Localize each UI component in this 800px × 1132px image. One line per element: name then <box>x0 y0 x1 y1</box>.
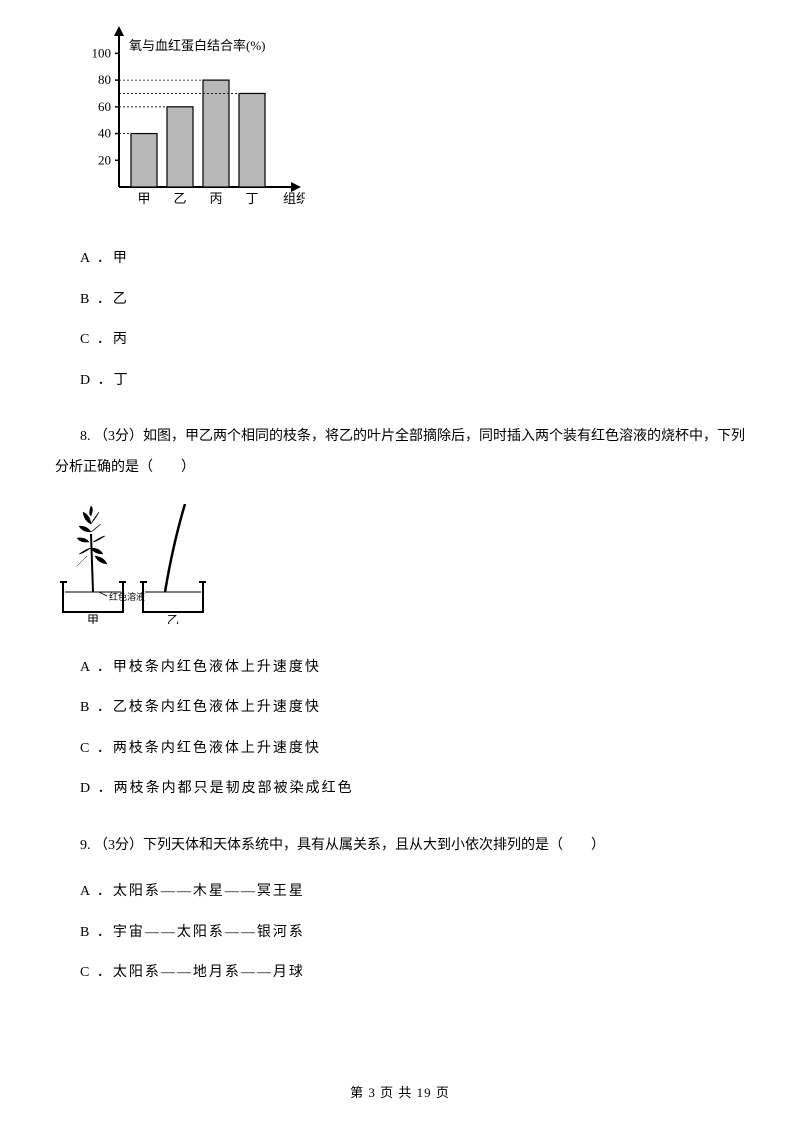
svg-text:氧与血红蛋白结合率(%): 氧与血红蛋白结合率(%) <box>129 38 266 53</box>
svg-text:60: 60 <box>98 99 111 114</box>
page-footer: 第 3 页 共 19 页 <box>0 1083 800 1104</box>
q9-option-b: B ．宇宙——太阳系——银河系 <box>80 922 745 944</box>
q8-text: 8. （3分）如图，甲乙两个相同的枝条，将乙的叶片全部摘除后，同时插入两个装有红… <box>55 422 745 484</box>
q7-option-d: D ．丁 <box>80 370 745 392</box>
q9-text: 9. （3分）下列天体和天体系统中，具有从属关系，且从大到小依次排列的是（ ） <box>80 831 745 862</box>
footer-mid: 页 共 <box>376 1085 417 1100</box>
svg-text:组织: 组织 <box>283 191 305 206</box>
q7-option-a: A ．甲 <box>80 248 745 270</box>
q8-figure: 甲 乙 红色溶液 <box>55 504 745 632</box>
bar-chart-svg: 20 40 60 80 100 氧与血红蛋白结合率(%) 甲 乙 丙 丁 组织 <box>75 20 305 215</box>
svg-text:100: 100 <box>92 45 112 60</box>
svg-text:甲: 甲 <box>87 613 99 624</box>
svg-text:红色溶液: 红色溶液 <box>109 591 145 602</box>
q8-option-c: C ．两枝条内红色液体上升速度快 <box>80 738 745 760</box>
footer-suffix: 页 <box>432 1085 450 1100</box>
svg-text:40: 40 <box>98 126 111 141</box>
q7-option-b: B ．乙 <box>80 289 745 311</box>
q8-option-b: B ．乙枝条内红色液体上升速度快 <box>80 697 745 719</box>
footer-page: 3 <box>368 1085 376 1100</box>
footer-prefix: 第 <box>350 1085 368 1100</box>
q9-option-a: A ．太阳系——木星——冥王星 <box>80 881 745 903</box>
svg-text:20: 20 <box>98 152 111 167</box>
footer-total: 19 <box>417 1085 432 1100</box>
svg-text:甲: 甲 <box>137 191 150 206</box>
svg-text:乙: 乙 <box>173 191 186 206</box>
q7-option-c: C ．丙 <box>80 329 745 351</box>
svg-text:80: 80 <box>98 72 111 87</box>
svg-text:丁: 丁 <box>245 191 258 206</box>
svg-text:丙: 丙 <box>209 191 222 206</box>
svg-text:乙: 乙 <box>167 613 179 624</box>
q9-option-c: C ．太阳系——地月系——月球 <box>80 962 745 984</box>
q8-option-d: D ．两枝条内都只是韧皮部被染成红色 <box>80 778 745 800</box>
q8-option-a: A ．甲枝条内红色液体上升速度快 <box>80 657 745 679</box>
bar-chart: 20 40 60 80 100 氧与血红蛋白结合率(%) 甲 乙 丙 丁 组织 <box>75 20 745 223</box>
beaker-svg: 甲 乙 红色溶液 <box>55 504 215 624</box>
